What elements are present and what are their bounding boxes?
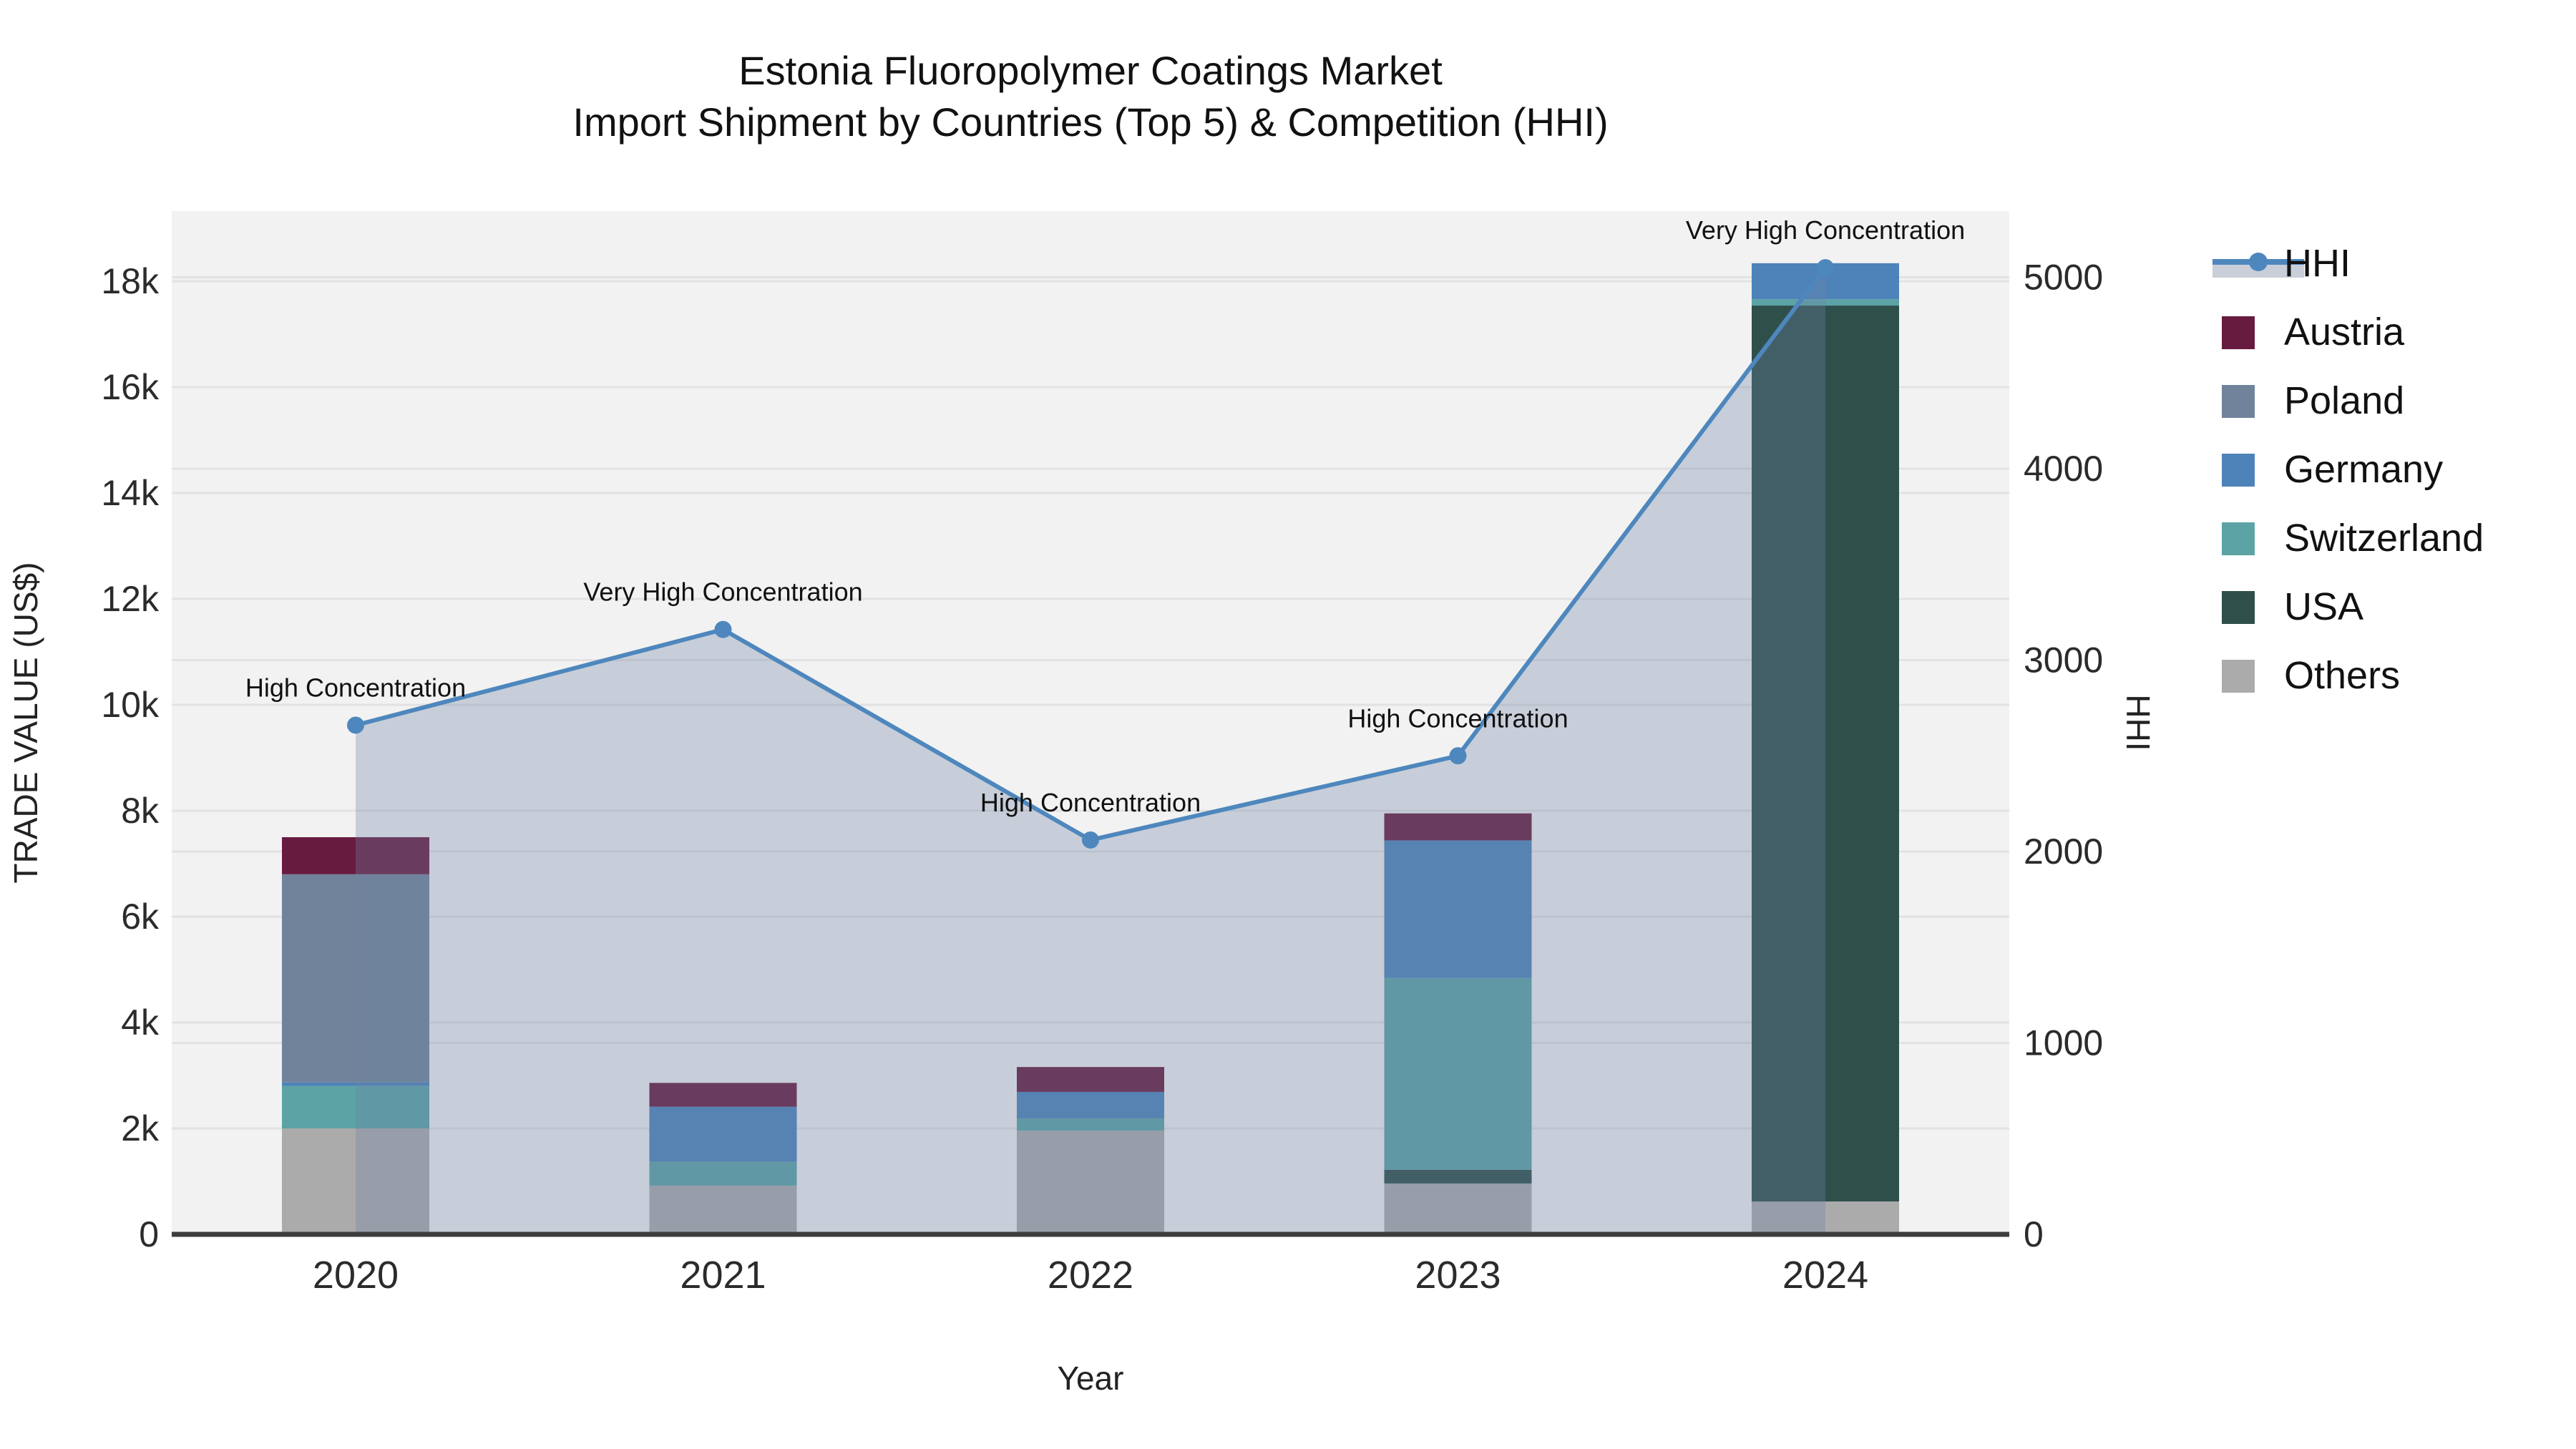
y-right-tick: 1000 [2024,1023,2103,1063]
tick-labels: 0 2k 4k 6k 8k 10k 12k 14k 16k 18k 0 1000 2000 3000 400… [101,258,2103,1297]
y-left-tick: 16k [101,367,160,407]
hhi-area-polygon [356,268,1825,1234]
annotation-2021: Very High Concentration [583,577,862,607]
legend-item-usa[interactable]: USA [2222,585,2363,628]
hhi-marker-2021 [714,620,732,638]
annotation-2024: Very High Concentration [1686,215,1965,245]
legend-item-switzerland[interactable]: Switzerland [2222,517,2484,560]
y-right-tick: 0 [2024,1214,2044,1254]
legend-swatch-usa [2222,591,2255,624]
y-left-tick: 8k [121,791,160,831]
x-tick-2024: 2024 [1782,1254,1868,1297]
stacked-bars [282,263,1899,1234]
bar-segment-usa-2023 [1384,1169,1532,1184]
legend: HHI Austria Poland Germany Switzerland USA Oth… [2212,242,2484,697]
y-axis-title-right: HHI [2119,694,2157,751]
x-tick-2020: 2020 [313,1254,399,1297]
bar-segment-austria-2023 [1384,813,1532,841]
bar-segment-others-2021 [649,1185,797,1234]
y-left-tick: 0 [139,1214,159,1254]
legend-swatch-others [2222,660,2255,693]
legend-label-others: Others [2284,654,2400,697]
bar-segment-germany-2022 [1017,1091,1164,1118]
bar-segment-germany-2021 [649,1106,797,1162]
annotations: High Concentration Very High Concentratio… [245,215,1965,817]
x-tick-2022: 2022 [1048,1254,1133,1297]
bar-segment-others-2023 [1384,1183,1532,1234]
hhi-area-fill [356,268,1825,1234]
legend-label-austria: Austria [2284,311,2405,353]
legend-item-austria[interactable]: Austria [2222,311,2405,353]
bar-segment-others-2024 [1752,1201,1899,1234]
hhi-marker-2022 [1082,831,1099,849]
bar-segment-switzerland-2020 [282,1085,429,1128]
legend-label-poland: Poland [2284,379,2404,422]
legend-swatch-austria [2222,316,2255,349]
legend-item-hhi[interactable]: HHI [2212,242,2351,285]
bar-segment-germany-2023 [1384,840,1532,978]
hhi-marker-2023 [1449,747,1467,765]
annotation-2023: High Concentration [1347,703,1568,733]
legend-hhi-marker [2249,253,2268,271]
bar-segment-others-2022 [1017,1130,1164,1234]
x-axis-title: Year [1058,1360,1124,1397]
y-right-tick: 5000 [2024,258,2103,298]
y-axis-title-left: TRADE VALUE (US$) [7,562,44,883]
bar-segment-austria-2022 [1017,1067,1164,1092]
gridlines [172,276,2009,1130]
x-tick-2021: 2021 [680,1254,766,1297]
bar-segment-austria-2020 [282,837,429,874]
annotation-2022: High Concentration [980,788,1201,817]
legend-swatch-poland [2222,385,2255,418]
y-right-tick: 3000 [2024,640,2103,680]
plot-area [172,211,2009,1234]
bar-segment-poland-2020 [282,874,429,1083]
bar-segment-switzerland-2022 [1017,1118,1164,1131]
y-left-tick: 2k [121,1108,160,1148]
bar-segment-usa-2024 [1752,306,1899,1202]
bar-segment-switzerland-2023 [1384,977,1532,1170]
y-right-tick: 2000 [2024,831,2103,872]
y-left-tick: 6k [121,897,160,937]
legend-item-others[interactable]: Others [2222,654,2400,697]
chart-title-line1: Estonia Fluoropolymer Coatings Market [738,48,1443,93]
y-left-tick: 10k [101,685,160,725]
legend-label-germany: Germany [2284,448,2443,491]
legend-item-poland[interactable]: Poland [2222,379,2404,422]
chart-title-line2: Import Shipment by Countries (Top 5) & C… [572,99,1608,145]
legend-label-hhi: HHI [2284,242,2351,285]
y-right-tick: 4000 [2024,449,2103,489]
hhi-marker-2020 [347,716,364,734]
y-left-tick: 14k [101,473,160,513]
legend-item-germany[interactable]: Germany [2222,448,2443,491]
y-left-tick: 4k [121,1002,160,1043]
bar-segment-austria-2021 [649,1083,797,1107]
annotation-2020: High Concentration [245,673,466,702]
legend-swatch-germany [2222,454,2255,487]
y-left-tick: 12k [101,579,160,619]
y-left-tick: 18k [101,261,160,301]
bar-segment-others-2020 [282,1128,429,1234]
legend-label-switzerland: Switzerland [2284,517,2484,560]
legend-label-usa: USA [2284,585,2363,628]
hhi-marker-2024 [1817,259,1834,277]
bar-segment-germany-2020 [282,1082,429,1086]
x-tick-2023: 2023 [1415,1254,1501,1297]
legend-swatch-switzerland [2222,522,2255,555]
bar-segment-switzerland-2024 [1752,299,1899,306]
hhi-line [347,259,1834,849]
bar-segment-switzerland-2021 [649,1161,797,1186]
